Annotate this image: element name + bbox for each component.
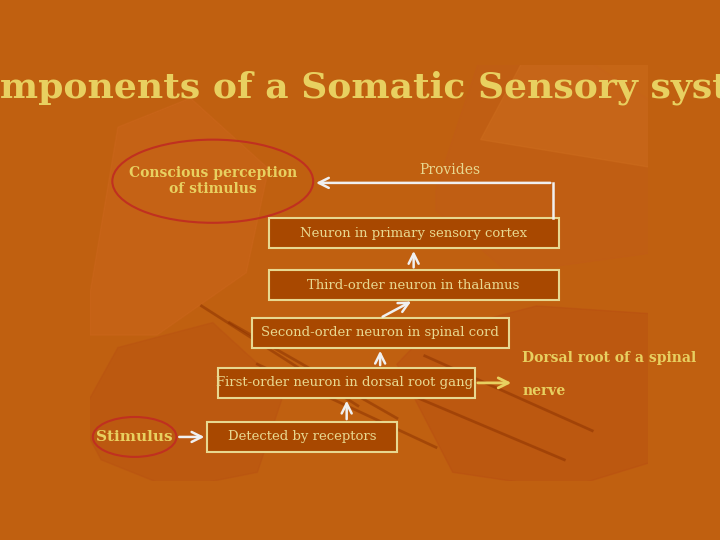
FancyBboxPatch shape bbox=[207, 422, 397, 452]
FancyBboxPatch shape bbox=[269, 270, 559, 300]
Text: Stimulus: Stimulus bbox=[96, 430, 173, 444]
Text: Detected by receptors: Detected by receptors bbox=[228, 430, 377, 443]
Text: Components of a Somatic Sensory system: Components of a Somatic Sensory system bbox=[0, 70, 720, 105]
Polygon shape bbox=[481, 57, 660, 168]
Text: Neuron in primary sensory cortex: Neuron in primary sensory cortex bbox=[300, 227, 527, 240]
Polygon shape bbox=[397, 306, 660, 489]
FancyBboxPatch shape bbox=[252, 318, 508, 348]
Text: First-order neuron in dorsal root gang.: First-order neuron in dorsal root gang. bbox=[216, 376, 477, 389]
Polygon shape bbox=[79, 322, 285, 489]
Polygon shape bbox=[436, 57, 660, 273]
Text: Conscious perception
of stimulus: Conscious perception of stimulus bbox=[129, 166, 297, 197]
Text: Dorsal root of a spinal

nerve: Dorsal root of a spinal nerve bbox=[523, 352, 697, 398]
Polygon shape bbox=[90, 98, 269, 335]
FancyBboxPatch shape bbox=[269, 218, 559, 248]
Text: Third-order neuron in thalamus: Third-order neuron in thalamus bbox=[307, 279, 520, 292]
Text: Provides: Provides bbox=[419, 163, 480, 177]
FancyBboxPatch shape bbox=[218, 368, 475, 398]
Text: Second-order neuron in spinal cord: Second-order neuron in spinal cord bbox=[261, 327, 499, 340]
